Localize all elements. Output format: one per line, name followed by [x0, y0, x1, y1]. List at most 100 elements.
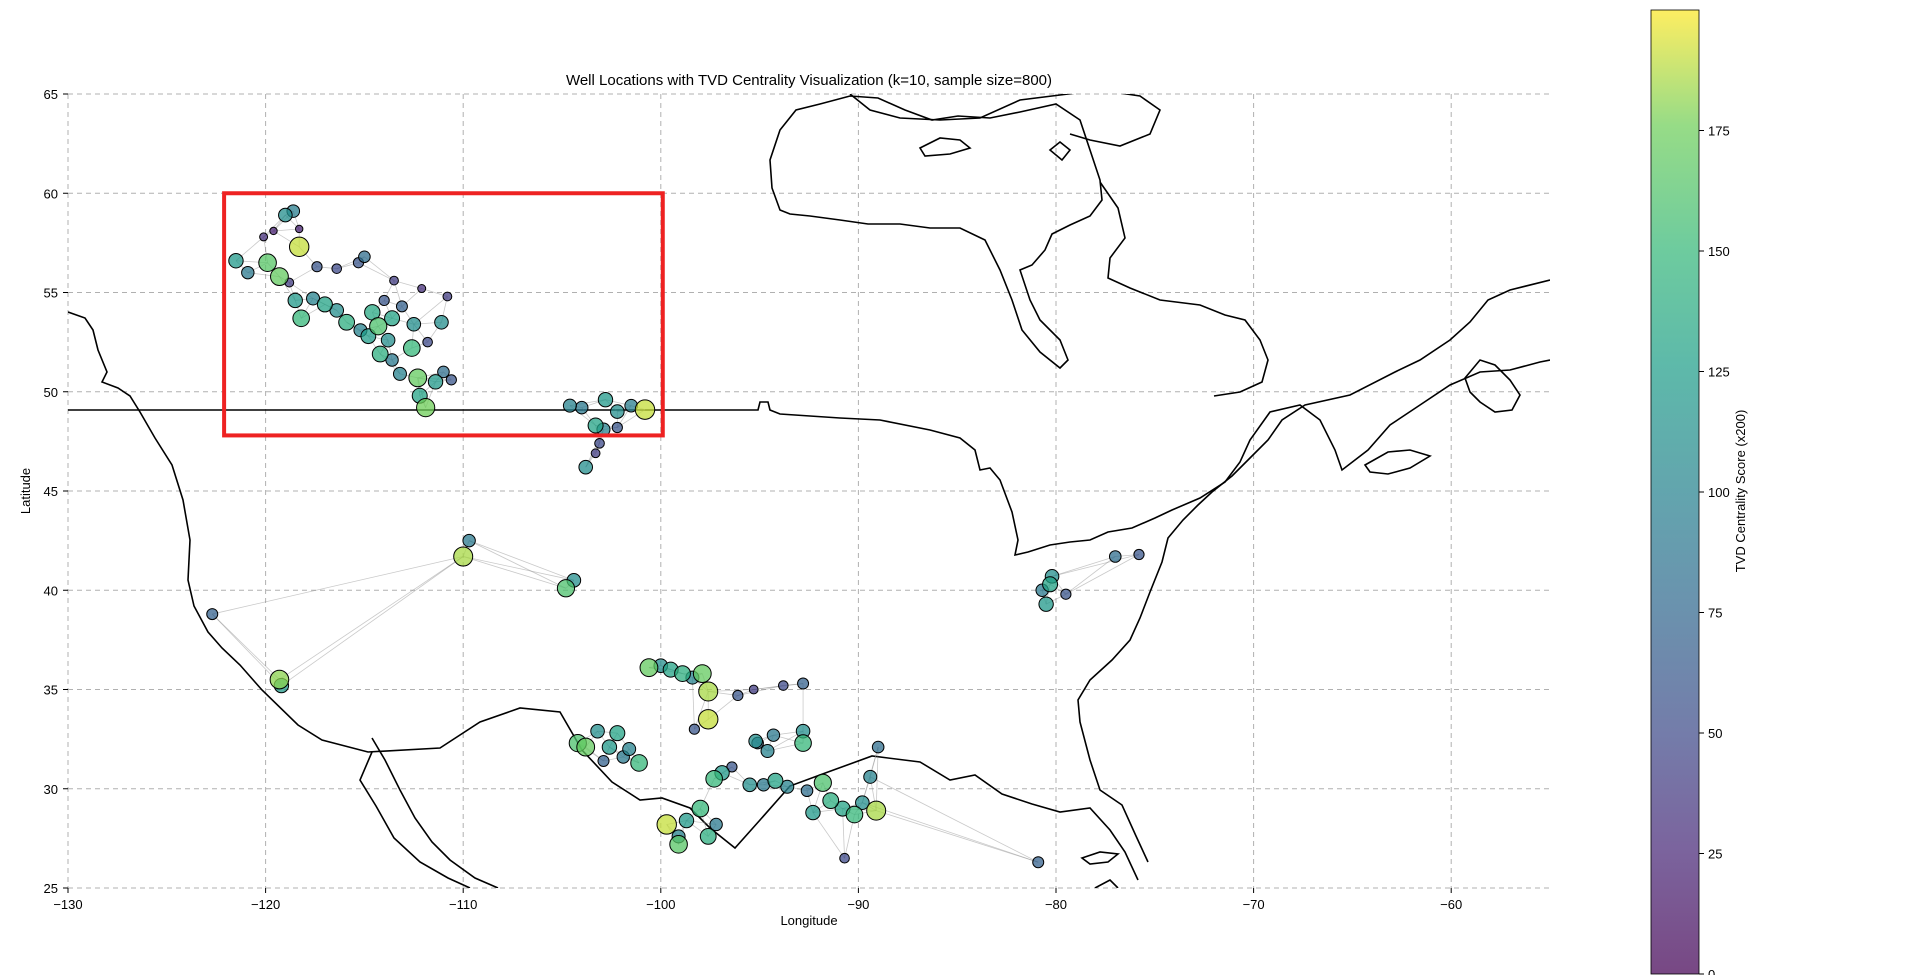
edge-line: [281, 556, 464, 686]
coastline-map: [68, 94, 1550, 888]
well-marker: [590, 448, 601, 459]
edge-line: [1065, 556, 1116, 595]
well-marker: [292, 309, 310, 328]
well-marker: [576, 737, 596, 757]
well-marker: [389, 275, 399, 286]
well-marker: [1042, 576, 1059, 593]
well-marker: [1038, 596, 1054, 612]
well-marker: [270, 267, 289, 287]
cuba: [1080, 851, 1121, 888]
well-marker: [288, 236, 310, 258]
well-marker: [258, 253, 277, 273]
x-axis: −130 −120 −110 −100 −90 −80 −70 −60: [53, 888, 1462, 912]
well-marker: [384, 310, 401, 327]
well-marker: [587, 417, 604, 434]
well-marker: [692, 664, 712, 684]
hudson-bay: [769, 95, 1103, 370]
well-marker: [698, 681, 719, 702]
well-marker: [634, 399, 656, 420]
colorbar-tick-label: 50: [1708, 726, 1722, 741]
well-marker: [1108, 550, 1122, 563]
well-marker: [575, 400, 589, 415]
well-marker: [780, 779, 795, 794]
well-marker: [678, 812, 695, 829]
baffin-island: [849, 94, 1161, 147]
y-axis: 25 30 35 40 45 50 55 60 65: [44, 87, 68, 896]
well-marker: [760, 744, 775, 759]
nova-scotia: [1363, 449, 1432, 475]
well-marker: [1060, 588, 1072, 600]
well-marker: [767, 772, 784, 789]
well-marker: [611, 421, 623, 434]
labrador-coast: [1099, 181, 1269, 397]
well-marker: [805, 804, 821, 821]
well-marker: [766, 728, 781, 742]
well-marker: [417, 284, 427, 294]
well-marker: [403, 339, 421, 357]
well-marker: [597, 754, 610, 767]
highlight-box: [222, 191, 665, 438]
well-marker: [630, 754, 648, 772]
well-marker: [445, 374, 457, 386]
edge-line: [279, 556, 464, 680]
edge-line: [1065, 554, 1140, 595]
y-tick-label: 35: [44, 683, 58, 698]
well-marker: [562, 398, 577, 413]
well-marker: [453, 546, 474, 567]
edge-line: [1051, 554, 1140, 577]
well-marker: [416, 398, 436, 418]
well-marker: [622, 742, 637, 757]
colorbar-ticks: 0 25 50 75 100 125 150 175: [1699, 124, 1730, 975]
well-marker: [797, 677, 810, 690]
well-marker: [358, 250, 371, 264]
well-marker: [813, 773, 832, 792]
y-tick-label: 45: [44, 484, 58, 499]
well-marker: [406, 316, 422, 332]
colorbar-tick-label: 100: [1708, 485, 1730, 500]
well-marker: [669, 835, 688, 854]
gulf-coast-east: [1077, 279, 1550, 863]
gulf-of-california: [371, 737, 499, 888]
colorbar-tick-label: 0: [1708, 967, 1715, 975]
x-tick-label: −70: [1243, 897, 1265, 912]
colorbar-tick-label: 125: [1708, 365, 1730, 380]
well-marker: [863, 769, 878, 784]
well-marker: [656, 814, 677, 835]
well-markers: [206, 204, 1145, 869]
edge-line: [364, 256, 395, 281]
well-marker: [794, 734, 812, 752]
network-edges: [211, 210, 1140, 863]
x-axis-label: Longitude: [780, 913, 837, 928]
well-marker: [378, 294, 390, 307]
edge-line: [211, 613, 280, 680]
arctic-islands: [918, 137, 1072, 162]
y-axis-label: Latitude: [18, 468, 33, 514]
edge-line: [842, 808, 845, 859]
x-tick-label: −120: [251, 897, 280, 912]
well-marker: [855, 795, 870, 810]
well-marker: [691, 799, 710, 818]
x-tick-label: −110: [449, 897, 477, 912]
well-marker: [590, 723, 605, 739]
well-marker: [688, 723, 700, 735]
edge-line: [1051, 556, 1116, 577]
well-marker: [462, 533, 476, 548]
y-tick-label: 50: [44, 385, 58, 400]
edge-line: [692, 677, 695, 730]
colorbar-tick-label: 75: [1708, 606, 1722, 621]
edge-line: [862, 802, 1039, 863]
well-marker: [709, 817, 723, 832]
colorbar-label: TVD Centrality Score (x200): [1733, 410, 1748, 573]
us-canada-border: [68, 359, 1550, 557]
well-marker: [839, 852, 850, 864]
edge-line: [812, 812, 845, 859]
y-tick-label: 60: [44, 186, 58, 201]
well-marker: [778, 680, 789, 691]
chart-title: Well Locations with TVD Centrality Visua…: [566, 72, 1052, 89]
well-marker: [422, 336, 433, 348]
well-marker: [866, 800, 887, 821]
y-tick-label: 25: [44, 881, 58, 896]
well-marker: [241, 265, 255, 280]
colorbar-tick-label: 25: [1708, 847, 1722, 862]
